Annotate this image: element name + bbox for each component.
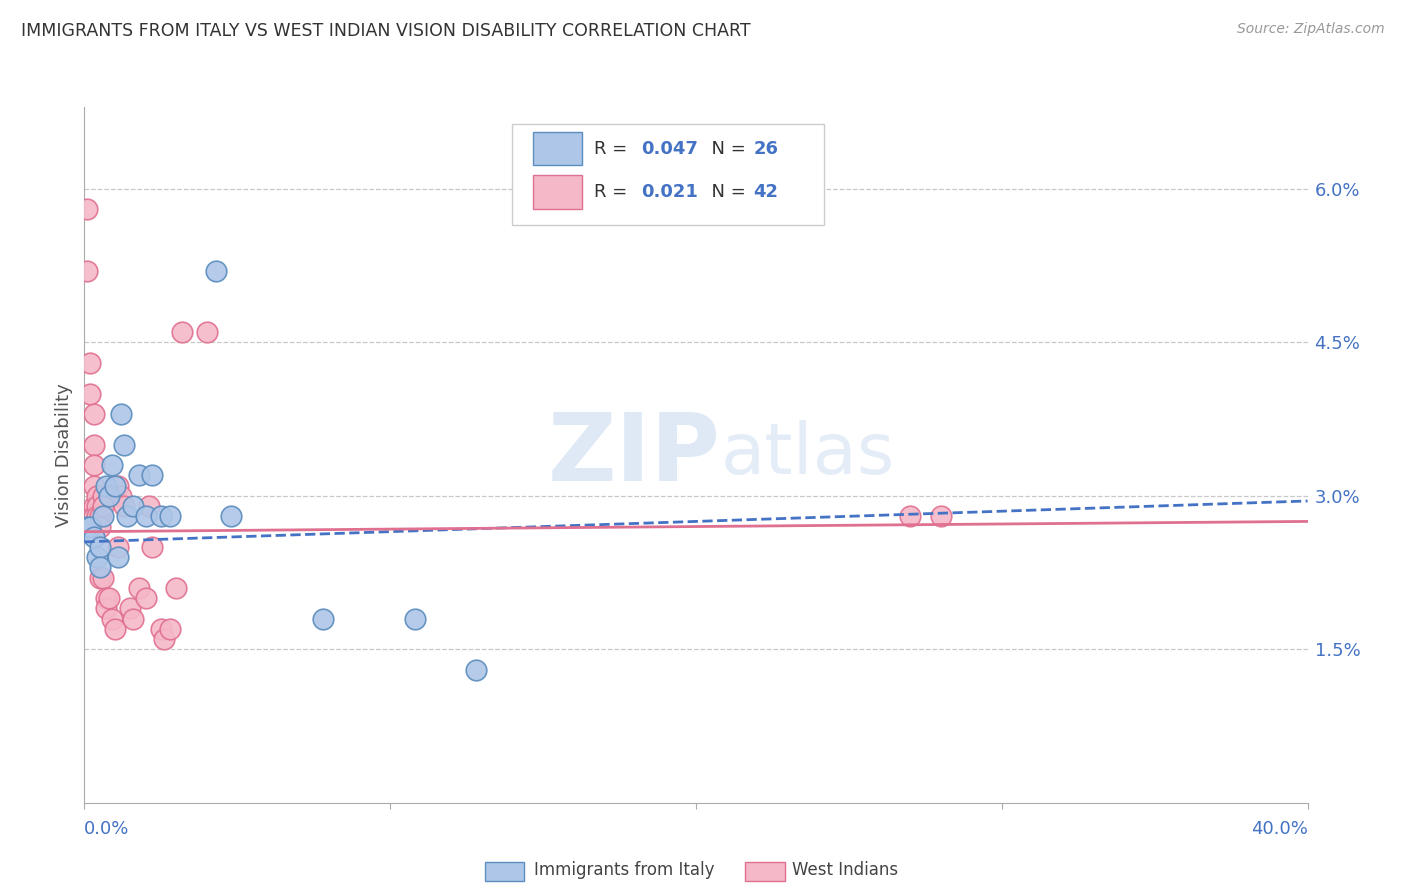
Point: [86, 489, 108, 503]
FancyBboxPatch shape: [513, 124, 824, 226]
Point: [94, 601, 117, 615]
Point: [104, 622, 127, 636]
Text: West Indians: West Indians: [792, 861, 897, 879]
Text: 26: 26: [754, 140, 779, 158]
Point: [159, 509, 181, 524]
Text: R =: R =: [595, 183, 634, 201]
Point: [83, 530, 105, 544]
Point: [97, 591, 120, 606]
Point: [149, 509, 172, 524]
Point: [83, 458, 105, 472]
Point: [86, 509, 108, 524]
Point: [83, 407, 105, 421]
Point: [89, 560, 111, 574]
Point: [205, 264, 228, 278]
Point: [153, 632, 176, 646]
Point: [135, 509, 157, 524]
Point: [128, 581, 150, 595]
Text: N =: N =: [700, 140, 751, 158]
Text: N =: N =: [700, 183, 751, 201]
Text: 0.0%: 0.0%: [84, 821, 129, 838]
Text: 42: 42: [754, 183, 779, 201]
Point: [112, 438, 135, 452]
Point: [91, 499, 114, 513]
Point: [141, 468, 163, 483]
Point: [122, 499, 145, 513]
Point: [107, 540, 129, 554]
Point: [195, 325, 218, 339]
Point: [83, 478, 105, 492]
Point: [141, 540, 163, 554]
Point: [83, 509, 105, 524]
Point: [898, 509, 921, 524]
Point: [172, 325, 194, 339]
Point: [149, 622, 172, 636]
Point: [89, 519, 111, 533]
Point: [107, 550, 129, 565]
Point: [115, 509, 138, 524]
Text: R =: R =: [595, 140, 634, 158]
Y-axis label: Vision Disability: Vision Disability: [55, 383, 73, 527]
Point: [120, 601, 142, 615]
Point: [89, 540, 111, 554]
Point: [122, 612, 145, 626]
Point: [107, 478, 129, 492]
Point: [83, 499, 105, 513]
Point: [464, 663, 486, 677]
Point: [165, 581, 187, 595]
Point: [76, 202, 98, 217]
Point: [94, 478, 117, 492]
Point: [101, 458, 124, 472]
Point: [110, 407, 132, 421]
Text: 0.021: 0.021: [641, 183, 697, 201]
Text: atlas: atlas: [720, 420, 894, 490]
Point: [79, 386, 101, 401]
Point: [97, 489, 120, 503]
Point: [404, 612, 426, 626]
Point: [91, 509, 114, 524]
Point: [159, 622, 181, 636]
Point: [929, 509, 952, 524]
Point: [83, 438, 105, 452]
FancyBboxPatch shape: [533, 132, 582, 166]
Point: [79, 356, 101, 370]
Point: [135, 591, 157, 606]
Text: 40.0%: 40.0%: [1251, 821, 1308, 838]
Point: [91, 489, 114, 503]
Text: ZIP: ZIP: [547, 409, 720, 501]
Point: [76, 264, 98, 278]
Point: [128, 468, 150, 483]
Point: [91, 571, 114, 585]
Point: [76, 519, 98, 533]
Point: [86, 550, 108, 565]
Point: [219, 509, 242, 524]
Point: [86, 499, 108, 513]
Point: [104, 478, 127, 492]
Point: [89, 571, 111, 585]
Point: [110, 489, 132, 503]
Point: [138, 499, 160, 513]
Text: Immigrants from Italy: Immigrants from Italy: [534, 861, 714, 879]
Text: IMMIGRANTS FROM ITALY VS WEST INDIAN VISION DISABILITY CORRELATION CHART: IMMIGRANTS FROM ITALY VS WEST INDIAN VIS…: [21, 22, 751, 40]
FancyBboxPatch shape: [533, 175, 582, 209]
Point: [112, 499, 135, 513]
Point: [79, 519, 101, 533]
Point: [312, 612, 335, 626]
Point: [101, 612, 124, 626]
Point: [94, 591, 117, 606]
Point: [89, 509, 111, 524]
Text: 0.047: 0.047: [641, 140, 697, 158]
Text: Source: ZipAtlas.com: Source: ZipAtlas.com: [1237, 22, 1385, 37]
